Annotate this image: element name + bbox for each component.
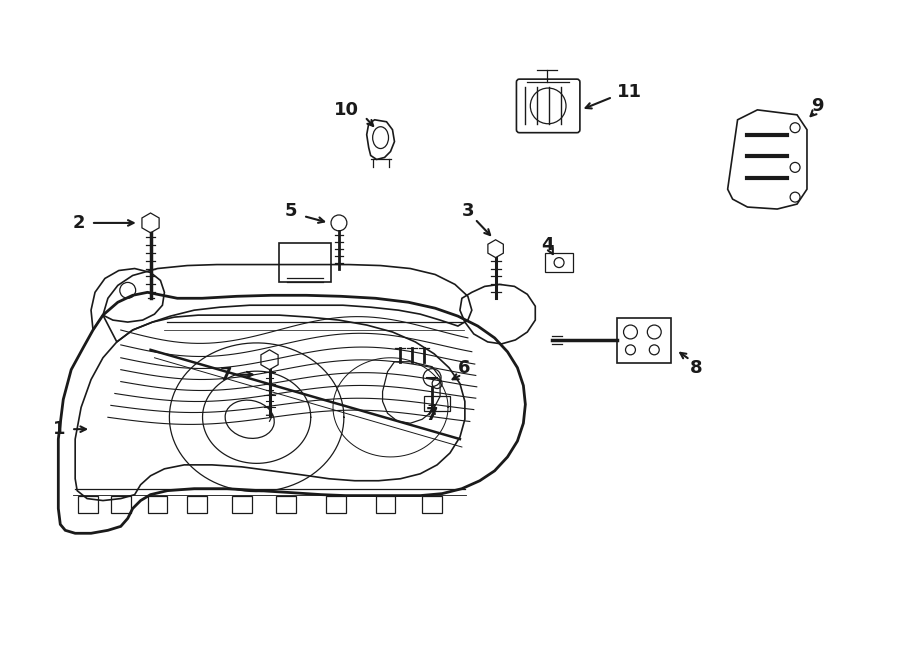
- Text: 3: 3: [462, 202, 474, 220]
- Text: 7: 7: [426, 406, 438, 424]
- Text: 8: 8: [689, 359, 702, 377]
- Text: 2: 2: [73, 214, 86, 232]
- Text: 5: 5: [284, 202, 297, 220]
- Text: 6: 6: [458, 359, 471, 377]
- Text: 11: 11: [616, 83, 642, 101]
- Text: 9: 9: [811, 97, 824, 115]
- Text: 10: 10: [334, 101, 359, 119]
- Text: 4: 4: [541, 236, 554, 254]
- Text: 7: 7: [220, 365, 232, 384]
- Text: 1: 1: [53, 420, 66, 438]
